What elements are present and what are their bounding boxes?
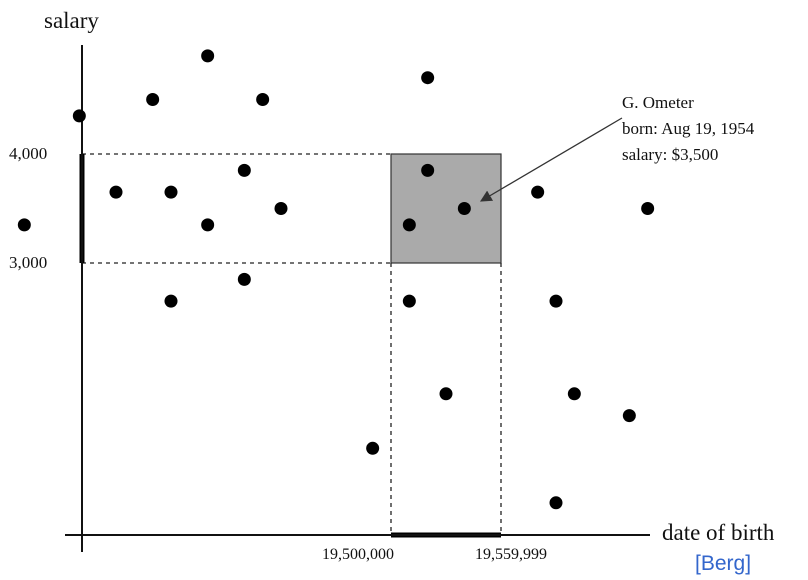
data-point-12 (274, 202, 288, 215)
data-point-19 (457, 202, 471, 215)
data-point-14 (402, 218, 416, 232)
data-point-25 (641, 202, 655, 215)
annotation-born: born: Aug 19, 1954 (622, 119, 755, 138)
data-point-5 (164, 185, 178, 199)
data-point-18 (439, 387, 453, 401)
data-point-8 (201, 218, 215, 232)
x-tick-label-19559999: 19,559,999 (475, 546, 547, 563)
annotation-arrow (479, 117, 623, 202)
data-point-10 (237, 272, 251, 286)
data-point-22 (549, 496, 563, 510)
point-annotation: G. Ometer born: Aug 19, 1954 salary: $3,… (479, 93, 755, 202)
data-point-24 (622, 409, 636, 423)
data-points (17, 49, 655, 510)
data-point-11 (256, 93, 270, 106)
data-point-16 (421, 71, 435, 85)
query-rectangle (390, 153, 502, 264)
data-point-1 (17, 218, 31, 232)
data-point-9 (237, 163, 251, 177)
query-range-layer (79, 153, 502, 538)
y-tick-label-4000: 4,000 (9, 144, 47, 163)
annotation-name: G. Ometer (622, 93, 694, 112)
annotation-salary: salary: $3,500 (622, 145, 718, 164)
data-point-3 (109, 185, 123, 199)
data-point-6 (164, 294, 178, 308)
data-point-13 (366, 441, 380, 455)
y-tick-label-3000: 3,000 (9, 253, 47, 272)
x-axis-label: date of birth (662, 520, 775, 545)
data-point-4 (146, 93, 160, 106)
data-point-2 (72, 109, 86, 123)
data-point-23 (567, 387, 581, 401)
data-point-17 (421, 163, 435, 177)
y-axis-label: salary (44, 8, 99, 33)
x-tick-label-19500000: 19,500,000 (322, 546, 394, 563)
data-point-20 (531, 185, 545, 199)
credit-link[interactable]: [Berg] (695, 552, 752, 575)
data-point-7 (201, 49, 215, 63)
data-point-15 (402, 294, 416, 308)
data-point-21 (549, 294, 563, 308)
